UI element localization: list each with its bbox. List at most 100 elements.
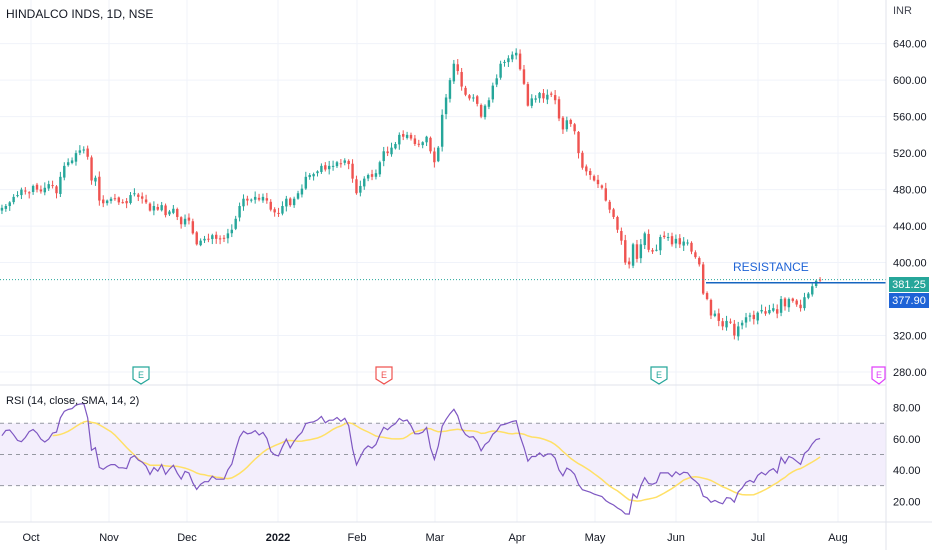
candles [0, 48, 822, 341]
candle [90, 155, 93, 185]
price-tick-label: 640.00 [893, 39, 927, 51]
candle [550, 91, 553, 98]
rsi-tick-label: 80.00 [893, 403, 921, 415]
candle [370, 169, 374, 181]
candle [246, 195, 249, 206]
candle [624, 234, 627, 265]
candle [199, 238, 202, 247]
candle [507, 55, 510, 67]
candle [351, 159, 354, 183]
candle [791, 297, 794, 303]
time-tick-label: Oct [22, 532, 39, 544]
candle [109, 196, 113, 204]
candle [803, 292, 806, 311]
candle [24, 187, 27, 195]
candle [655, 244, 658, 252]
candle [740, 320, 744, 330]
candle [300, 184, 304, 198]
earnings-marker-2[interactable]: E [375, 366, 393, 385]
candle [795, 299, 798, 307]
candle [28, 191, 31, 199]
candle [577, 131, 580, 159]
candle [744, 312, 748, 328]
time-tick-label: Mar [426, 532, 445, 544]
candle [670, 232, 674, 247]
price-axis: 640.00 600.00 560.00 520.00 480.00 440.00 400.… [893, 39, 927, 379]
candle [440, 109, 444, 152]
candle [66, 158, 70, 167]
candle [713, 310, 717, 318]
candle [257, 193, 261, 202]
time-tick-label: Aug [828, 532, 848, 544]
candle [359, 180, 362, 197]
svg-text:E: E [656, 370, 662, 380]
candle [289, 197, 292, 207]
candle [425, 135, 428, 147]
time-axis: Oct Nov Dec 2022 Feb Mar Apr May Jun Jul Aug [22, 532, 847, 544]
candle [612, 207, 615, 220]
candle [398, 132, 401, 150]
svg-text:E: E [876, 370, 882, 380]
candle [682, 237, 685, 252]
candle [768, 304, 771, 315]
candle [35, 182, 39, 193]
candle [764, 306, 767, 316]
time-tick-label: Apr [508, 532, 525, 544]
candle [222, 234, 226, 243]
candle [674, 234, 678, 249]
candle [121, 199, 124, 204]
candle [347, 159, 350, 170]
candle [176, 207, 179, 221]
candle [530, 94, 533, 109]
candle [811, 283, 814, 297]
candle [215, 231, 218, 244]
candle [102, 195, 105, 208]
candle [503, 59, 506, 67]
price-tick-label: 400.00 [893, 258, 927, 270]
candle [285, 195, 288, 212]
price-tick-label: 600.00 [893, 75, 927, 87]
candle [495, 74, 498, 88]
earnings-marker-3[interactable]: E [650, 366, 668, 385]
price-tick-label: 440.00 [893, 221, 927, 233]
candle [460, 67, 463, 91]
rsi-label: RSI (14, close, SMA, 14, 2) [6, 395, 139, 407]
candle [659, 234, 662, 255]
candle [799, 299, 802, 312]
candle [292, 196, 296, 208]
candle [327, 160, 331, 175]
candle [183, 214, 187, 227]
candle [518, 49, 522, 71]
candle [783, 297, 787, 311]
rsi-line [1, 402, 821, 515]
candle [417, 139, 420, 148]
candle [105, 199, 109, 206]
candle [483, 104, 487, 120]
earnings-marker-1[interactable]: E [132, 366, 150, 385]
candle [592, 174, 596, 182]
candle [651, 248, 654, 254]
candle [378, 160, 382, 177]
candle [343, 158, 346, 166]
candle [472, 94, 475, 102]
candle [686, 239, 689, 246]
candle [94, 175, 97, 186]
candle [553, 90, 557, 105]
candle [140, 192, 144, 204]
candle [281, 201, 284, 216]
candle [779, 295, 783, 317]
candle [335, 160, 339, 169]
candle [476, 94, 479, 107]
earnings-marker-4[interactable]: E [871, 366, 886, 385]
candle [51, 180, 54, 189]
candle [59, 171, 62, 198]
candle [8, 201, 11, 211]
time-tick-label: Jun [667, 532, 685, 544]
candle [137, 192, 140, 202]
candle [402, 130, 405, 141]
candle [538, 91, 541, 103]
price-tick-label: 480.00 [893, 185, 927, 197]
candle [635, 239, 639, 263]
chart-title: HINDALCO INDS, 1D, NSE [6, 7, 153, 21]
